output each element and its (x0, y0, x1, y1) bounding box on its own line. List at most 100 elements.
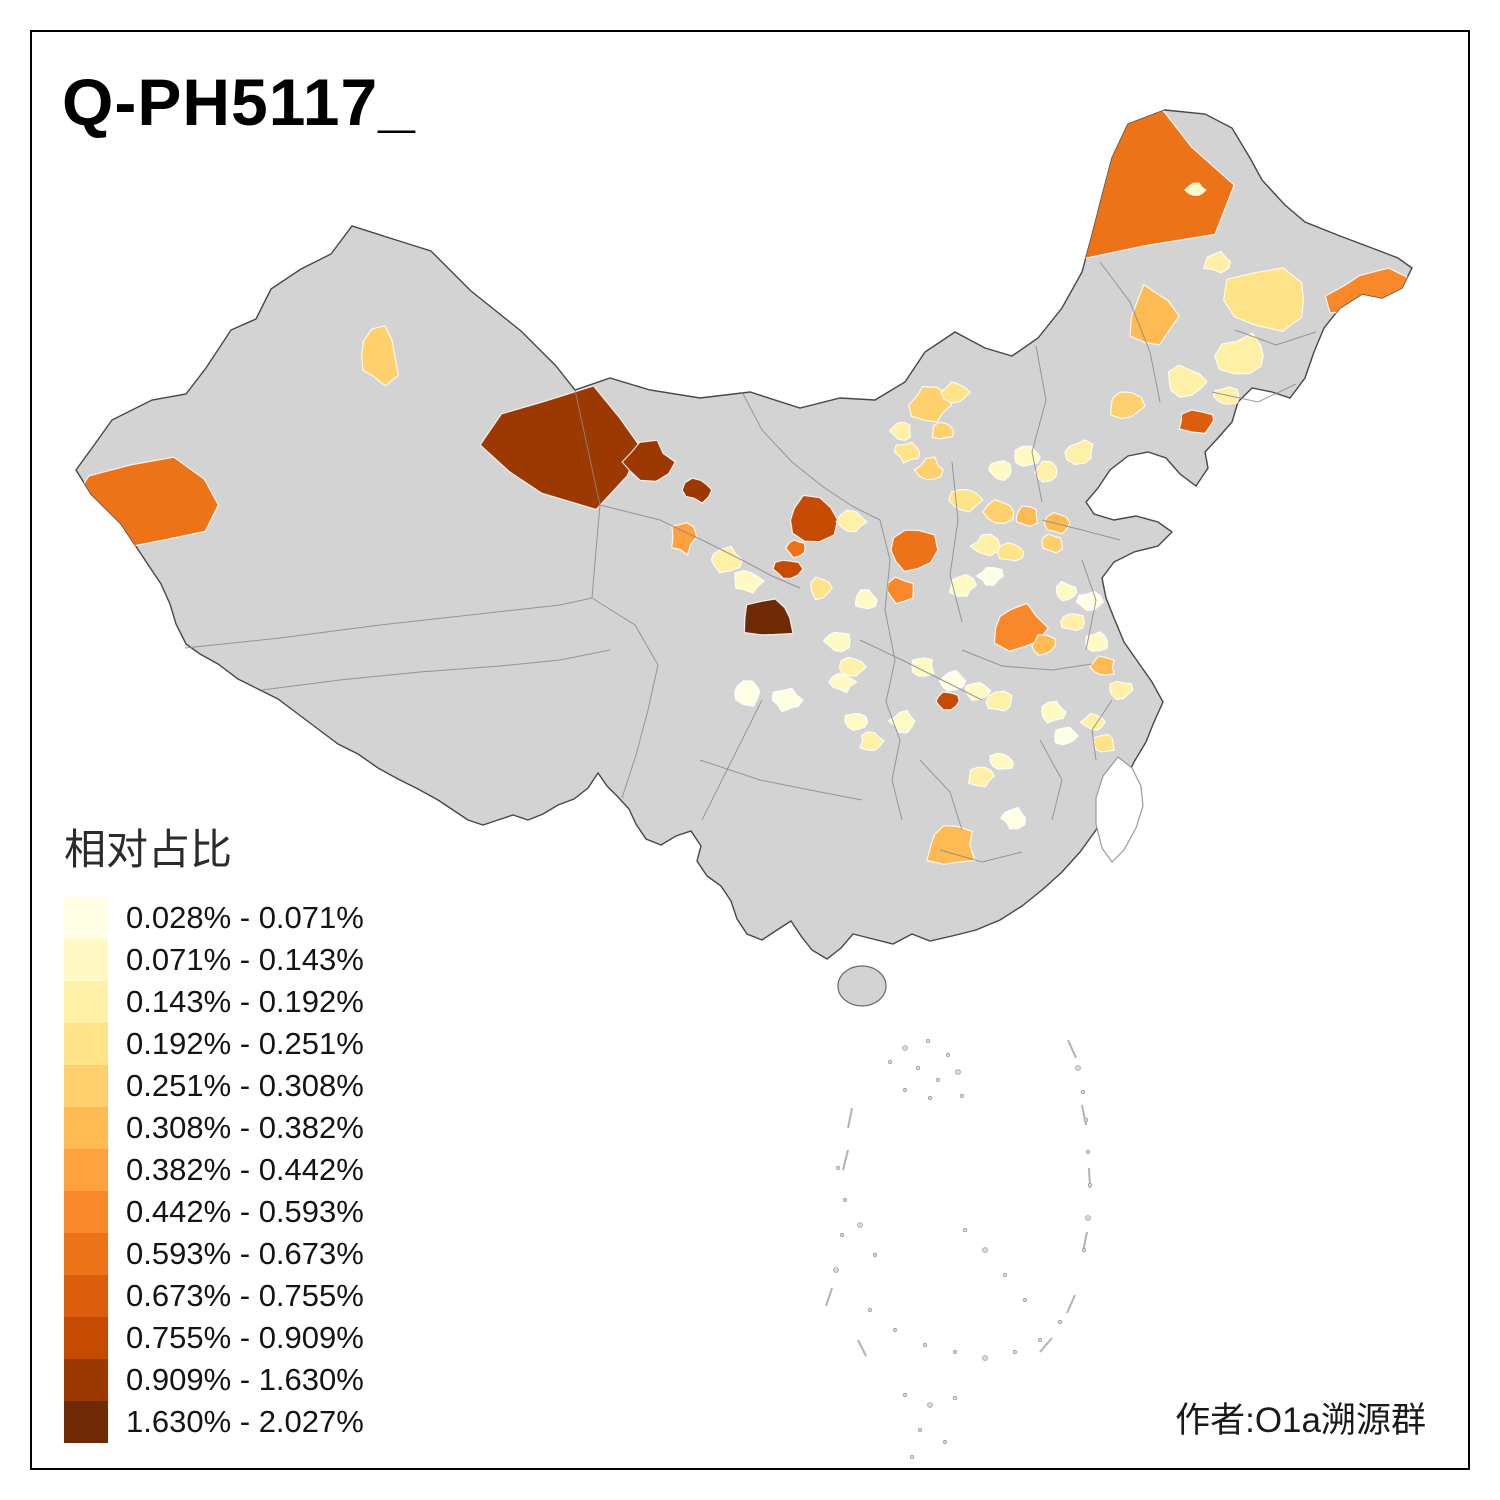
prefecture-region (1167, 364, 1208, 398)
legend-label: 0.755% - 0.909% (126, 1320, 364, 1355)
prefecture-region (1109, 391, 1146, 420)
prefecture-region (948, 488, 984, 513)
prefecture-region (1079, 712, 1106, 732)
prefecture-region (1089, 655, 1115, 676)
south-china-sea-islands (833, 1038, 1093, 1460)
islet-dot (867, 1307, 873, 1313)
legend-item: 1.630% - 2.027% (64, 1401, 364, 1443)
legend-label: 0.308% - 0.382% (126, 1110, 364, 1145)
prefecture-region (888, 421, 912, 442)
province-borders (184, 261, 1317, 863)
legend-item: 0.755% - 0.909% (64, 1317, 364, 1359)
islet-dot (917, 1427, 923, 1433)
legend-label: 0.028% - 0.071% (126, 900, 364, 935)
prefecture-region (1041, 533, 1063, 554)
prefecture-region (931, 421, 955, 440)
legend-swatch (64, 897, 108, 939)
islet-dot (892, 1327, 898, 1333)
legend-swatch (64, 1065, 108, 1107)
islet-dot (1075, 1065, 1081, 1071)
prefecture-region (822, 631, 851, 653)
islet-dot (945, 1052, 951, 1058)
islet-dot (902, 1392, 908, 1398)
prefecture-region (982, 498, 1015, 524)
prefecture-region (969, 533, 1001, 557)
islet-dot (959, 1093, 965, 1099)
prefecture-region (987, 460, 1013, 482)
prefecture-region (887, 709, 916, 734)
china-mainland-outline (75, 109, 1413, 960)
prefecture-region (1222, 267, 1305, 332)
prefecture-region (772, 559, 804, 579)
prefecture-region (1033, 460, 1058, 483)
islet-dot (1022, 1297, 1028, 1303)
prefecture-region (479, 385, 640, 511)
prefecture-region (710, 545, 744, 574)
legend-label: 0.071% - 0.143% (126, 942, 364, 977)
prefecture-region (940, 381, 972, 404)
prefecture-region (913, 456, 944, 481)
islet-dot (872, 1252, 878, 1258)
prefecture-region (1043, 511, 1071, 535)
islet-dot (1037, 1337, 1043, 1343)
legend-item: 0.143% - 0.192% (64, 981, 364, 1023)
islet-dot (952, 1349, 958, 1355)
legend: 相对占比 0.028% - 0.071% 0.071% - 0.143% 0.143… (64, 816, 364, 1443)
prefecture-region (1178, 409, 1215, 435)
legend-swatch (64, 1191, 108, 1233)
prefecture-region (1060, 613, 1085, 632)
islet-dot (935, 1077, 941, 1083)
prefecture-region (360, 324, 400, 387)
legend-swatch (64, 1107, 108, 1149)
prefecture-region (908, 385, 953, 423)
prefecture-region (771, 687, 804, 713)
prefecture-region (967, 766, 996, 788)
prefecture-region (1109, 680, 1134, 700)
islet-dot (1002, 1272, 1008, 1278)
prefecture-region (844, 712, 869, 731)
legend-item: 0.308% - 0.382% (64, 1107, 364, 1149)
islet-dot (1085, 1149, 1091, 1155)
legend-label: 0.143% - 0.192% (126, 984, 364, 1019)
islet-dot (962, 1227, 968, 1233)
prefecture-region (1129, 283, 1180, 346)
prefecture-region (671, 522, 698, 556)
islet-dot (927, 1095, 933, 1101)
legend-label: 0.909% - 1.630% (126, 1362, 364, 1397)
islet-dot (835, 1165, 841, 1171)
legend-item: 0.442% - 0.593% (64, 1191, 364, 1233)
prefecture-region (827, 672, 858, 694)
prefecture-region (1031, 633, 1056, 657)
prefecture-region (1093, 733, 1116, 753)
prefecture-region (926, 825, 976, 865)
prefecture-region (1015, 505, 1039, 528)
islet-dot (952, 1395, 958, 1401)
prefecture-region (838, 656, 868, 677)
islet-dot (902, 1087, 908, 1093)
prefecture-region (835, 509, 869, 533)
prefecture-region (859, 731, 885, 751)
islet-dot (909, 1454, 915, 1460)
legend-swatch (64, 1233, 108, 1275)
prefecture-region (1055, 580, 1078, 602)
prefecture-region (985, 690, 1013, 712)
legend-label: 0.593% - 0.673% (126, 1236, 364, 1271)
islet-dot (1080, 1089, 1086, 1095)
prefecture-region (989, 752, 1014, 770)
islet-dot (857, 1222, 863, 1228)
islet-dot (887, 1059, 893, 1065)
legend-swatch (64, 1359, 108, 1401)
prefecture-region (975, 566, 1004, 586)
prefecture-region (810, 576, 833, 601)
islet-dot (839, 1232, 845, 1238)
legend-swatch (64, 1317, 108, 1359)
islet-dot (925, 1038, 931, 1044)
legend-item: 0.071% - 0.143% (64, 939, 364, 981)
page-title: Q-PH5117_ (62, 65, 416, 139)
legend-label: 0.382% - 0.442% (126, 1152, 364, 1187)
prefecture-region (938, 669, 967, 692)
islet-dot (902, 1045, 908, 1051)
prefecture-region (993, 602, 1049, 652)
legend-item: 0.593% - 0.673% (64, 1233, 364, 1275)
islet-dot (1057, 1319, 1063, 1325)
